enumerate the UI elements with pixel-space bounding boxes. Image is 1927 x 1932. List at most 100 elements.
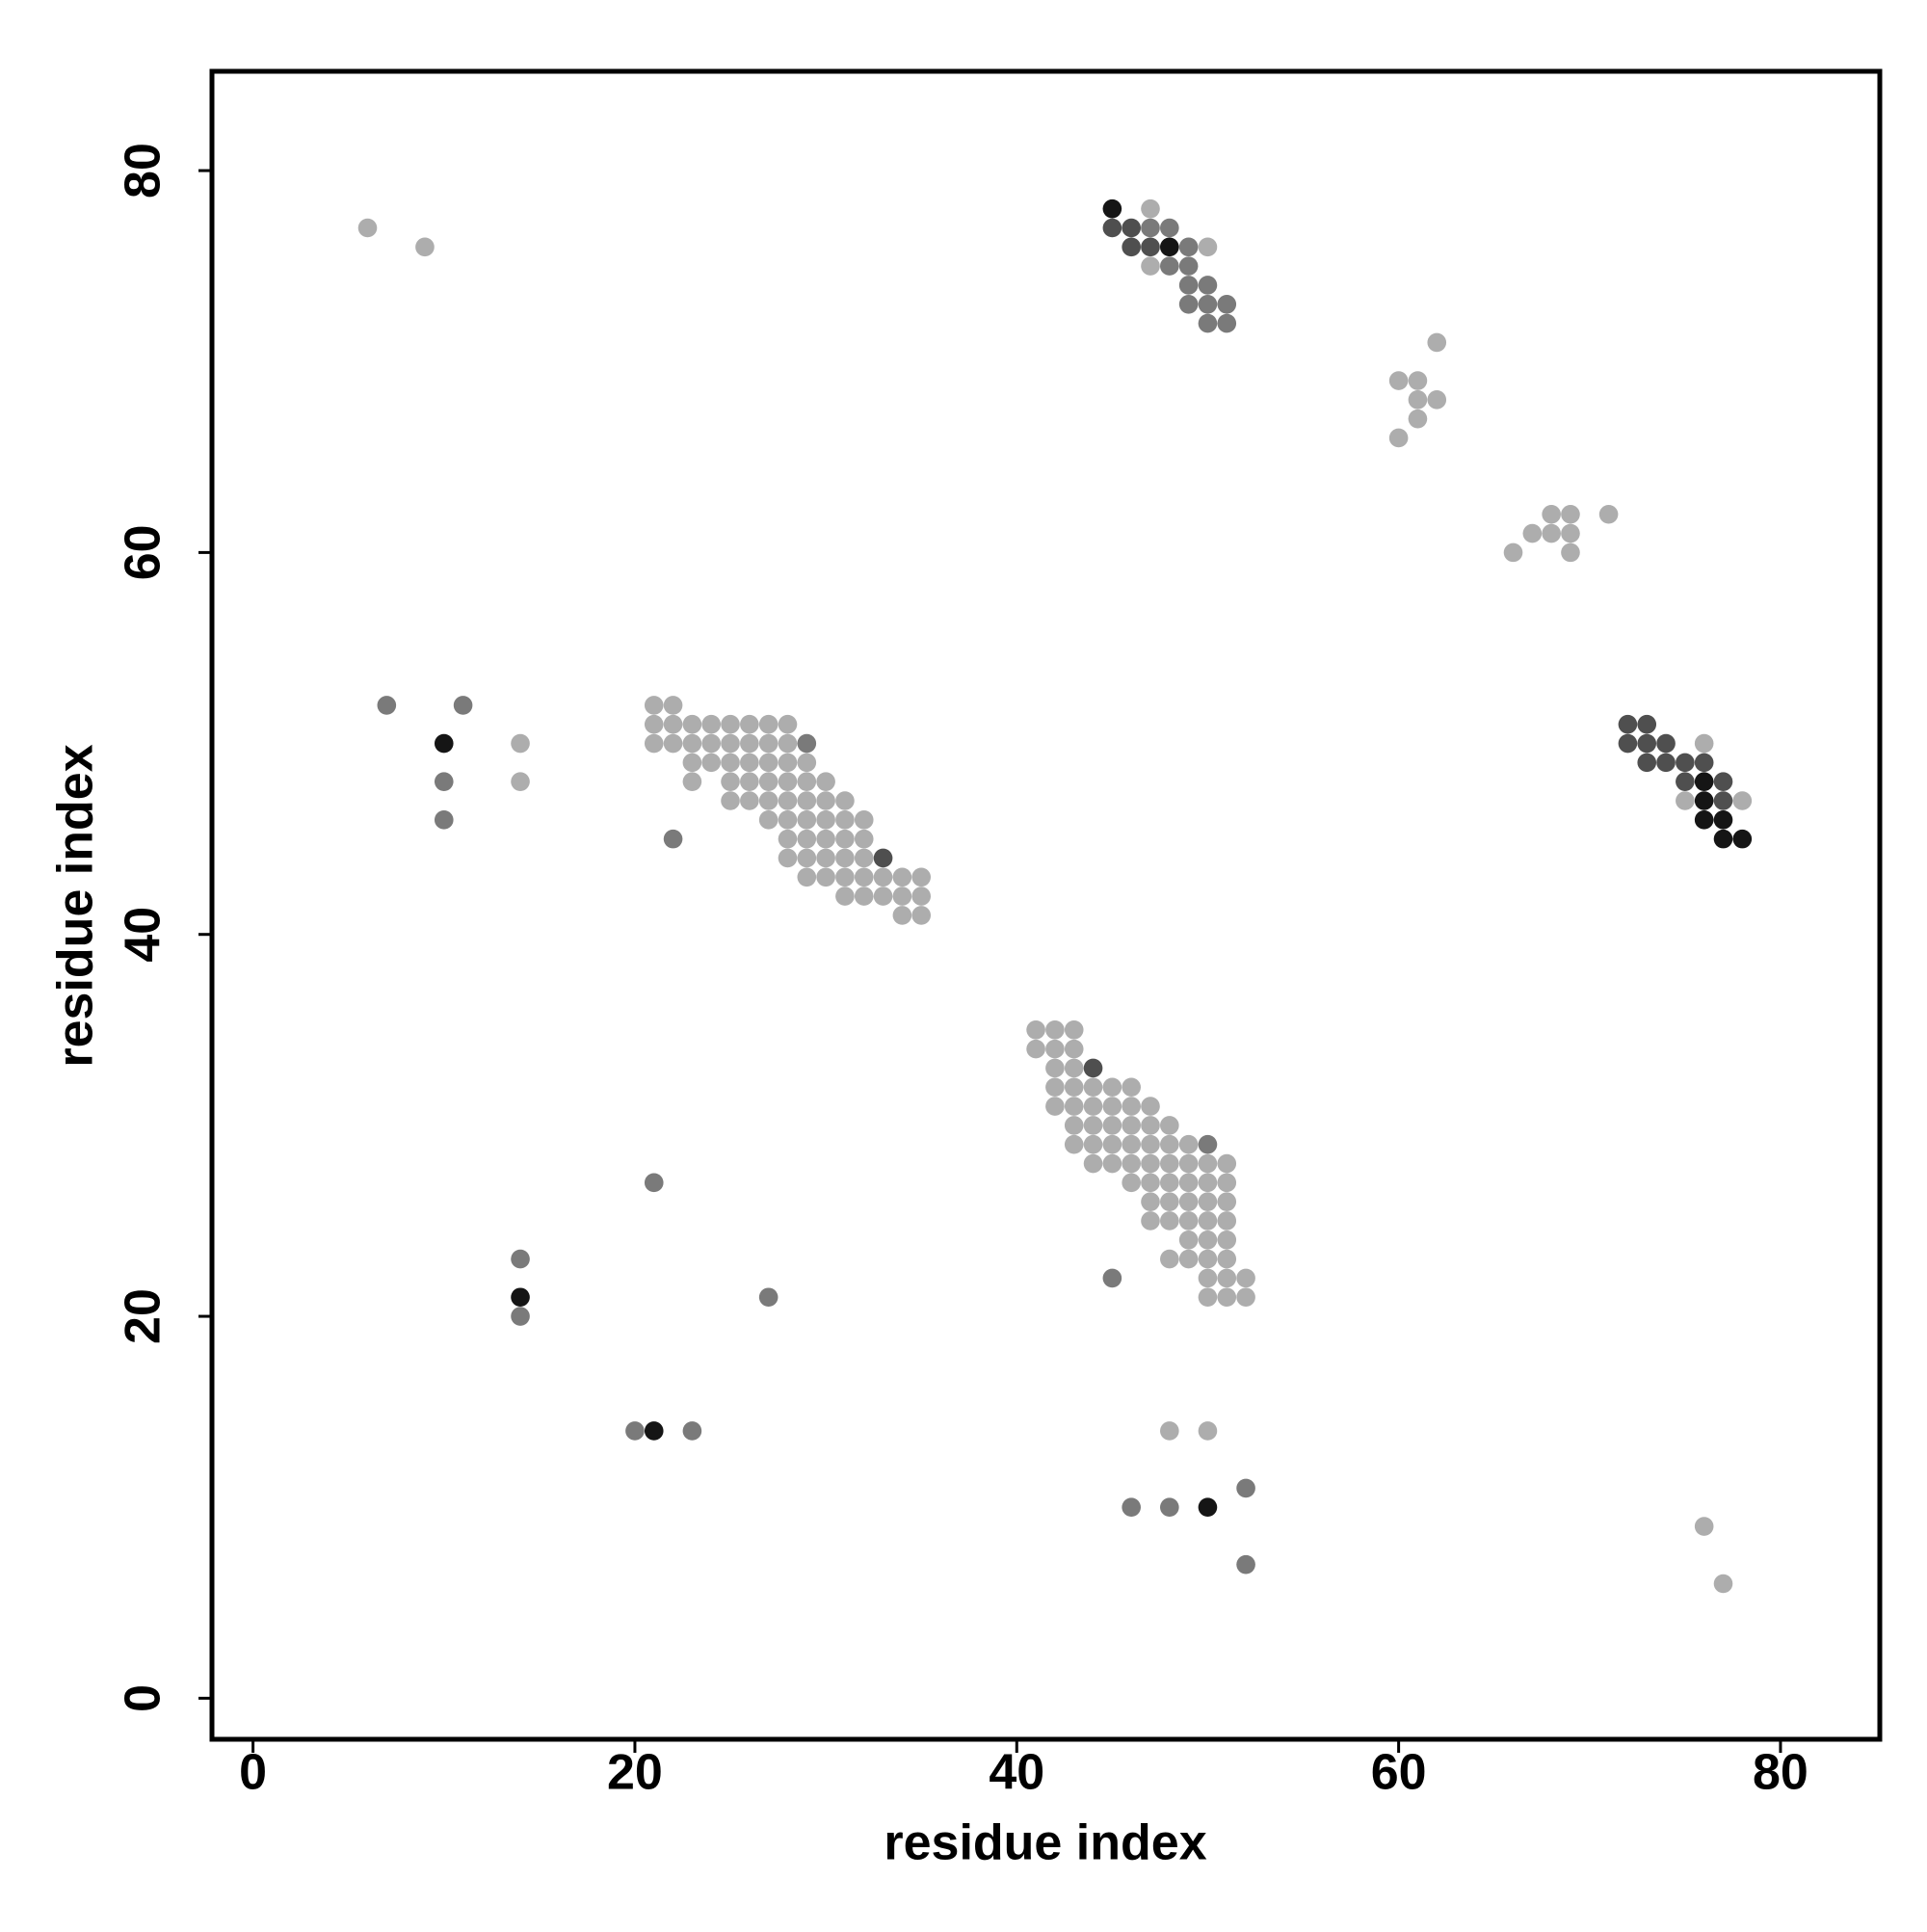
point (644, 696, 664, 715)
point (1198, 1153, 1218, 1174)
point (797, 829, 817, 849)
point (797, 867, 817, 887)
point (1178, 1211, 1199, 1231)
point (682, 772, 702, 791)
point (1160, 1153, 1179, 1174)
point (1160, 256, 1179, 276)
point (740, 753, 759, 773)
point (835, 867, 855, 887)
y-tick-label: 0 (116, 1684, 172, 1712)
point (1122, 1497, 1141, 1518)
x-tick-label: 60 (1371, 1745, 1427, 1801)
point (740, 791, 759, 810)
point (701, 714, 722, 734)
point (1198, 1497, 1218, 1518)
point (1122, 1077, 1141, 1098)
x-tick-label: 40 (989, 1745, 1044, 1801)
y-tick-label: 20 (116, 1288, 172, 1344)
point (1122, 1134, 1141, 1154)
point (434, 810, 454, 830)
point (1141, 1116, 1160, 1135)
point (1064, 1077, 1084, 1098)
point (758, 810, 779, 830)
point (434, 772, 454, 791)
point (1083, 1134, 1103, 1154)
point (1427, 390, 1447, 410)
point (778, 772, 798, 791)
point (721, 772, 740, 791)
point (797, 753, 817, 773)
point (1102, 1077, 1122, 1098)
point (511, 772, 530, 791)
point (1694, 733, 1714, 754)
point (1236, 1478, 1255, 1498)
point (1618, 733, 1638, 754)
point (1388, 371, 1409, 390)
point (721, 714, 740, 734)
point (682, 714, 702, 734)
point (1408, 371, 1428, 390)
point (701, 733, 722, 754)
point (1217, 313, 1237, 333)
point (778, 733, 798, 754)
point (1637, 733, 1657, 754)
point (816, 772, 835, 791)
y-tick-label: 40 (116, 907, 172, 963)
point (740, 714, 759, 734)
point (1732, 829, 1753, 849)
point (1694, 753, 1714, 773)
point (1676, 791, 1695, 810)
point (816, 829, 835, 849)
point (1141, 237, 1160, 257)
point (1427, 332, 1447, 353)
point (625, 1421, 645, 1441)
point (758, 791, 779, 810)
point (797, 810, 817, 830)
point (1408, 390, 1428, 410)
point (1083, 1153, 1103, 1174)
point (1236, 1287, 1255, 1308)
point (1160, 237, 1179, 257)
point (1522, 523, 1543, 543)
point (1102, 1268, 1122, 1288)
point (721, 753, 740, 773)
point (1408, 409, 1428, 429)
point (1503, 543, 1523, 563)
point (797, 733, 817, 754)
point (1141, 1192, 1160, 1211)
y-tick-label: 60 (116, 524, 172, 580)
point (1217, 1153, 1237, 1174)
point (1178, 1249, 1199, 1269)
point (835, 829, 855, 849)
point (1713, 772, 1733, 791)
point (1064, 1039, 1084, 1059)
point (1178, 1153, 1199, 1174)
point (1102, 1116, 1122, 1135)
point (1713, 791, 1733, 810)
y-tick-label: 80 (116, 143, 172, 198)
point (1160, 1134, 1179, 1154)
point (1045, 1058, 1065, 1078)
point (1198, 1287, 1218, 1308)
point (797, 791, 817, 810)
point (1102, 218, 1122, 238)
point (873, 887, 893, 906)
point (1637, 714, 1657, 734)
point (1083, 1058, 1103, 1078)
point (1160, 1173, 1179, 1193)
point (911, 887, 931, 906)
point (911, 906, 931, 925)
point (663, 714, 683, 734)
point (1198, 1211, 1218, 1231)
point (1102, 1134, 1122, 1154)
point (1160, 1211, 1179, 1231)
point (892, 906, 912, 925)
point (1217, 1230, 1237, 1250)
point (835, 887, 855, 906)
point (1198, 237, 1218, 257)
point (1694, 1517, 1714, 1536)
point (1160, 1421, 1179, 1441)
point (740, 772, 759, 791)
point (1045, 1020, 1065, 1040)
